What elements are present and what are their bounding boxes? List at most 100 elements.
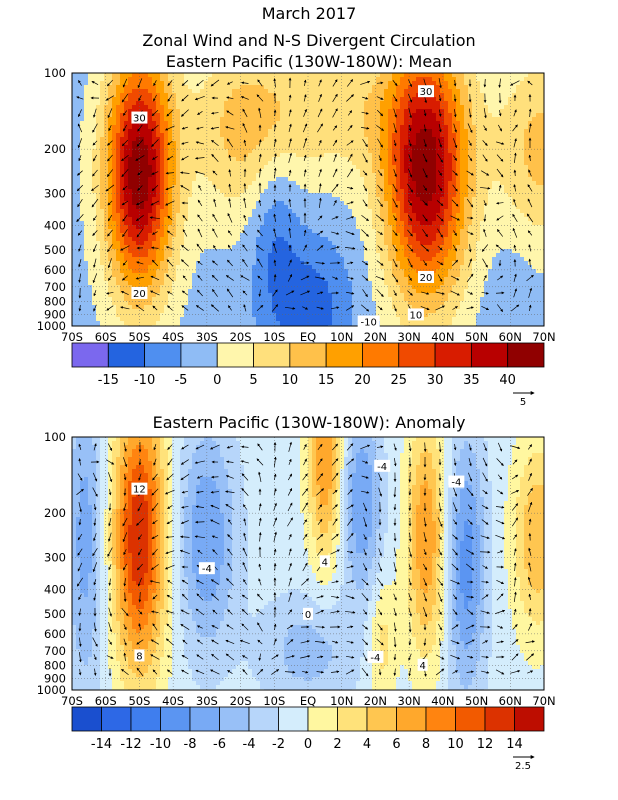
field-cell bbox=[352, 197, 357, 202]
field-cell bbox=[216, 201, 221, 206]
field-cell bbox=[380, 197, 385, 202]
field-cell bbox=[308, 89, 313, 94]
field-cell bbox=[424, 161, 429, 166]
field-cell bbox=[288, 129, 293, 134]
field-cell bbox=[480, 237, 485, 242]
field-cell bbox=[92, 89, 97, 94]
field-cell bbox=[476, 161, 481, 166]
field-cell bbox=[216, 89, 221, 94]
field-cell bbox=[456, 129, 461, 134]
field-cell bbox=[116, 225, 121, 230]
field-cell bbox=[108, 241, 113, 246]
field-cell bbox=[324, 129, 329, 134]
field-cell bbox=[360, 221, 365, 226]
field-cell bbox=[84, 201, 89, 206]
field-cell bbox=[380, 233, 385, 238]
field-cell bbox=[208, 181, 213, 186]
field-cell bbox=[160, 177, 165, 182]
field-cell bbox=[260, 89, 265, 94]
field-cell bbox=[176, 237, 181, 242]
field-cell bbox=[420, 173, 425, 178]
field-cell bbox=[372, 117, 377, 122]
field-cell bbox=[332, 189, 337, 194]
field-cell bbox=[164, 241, 169, 246]
field-cell bbox=[320, 165, 325, 170]
field-cell bbox=[428, 81, 433, 86]
field-cell bbox=[88, 221, 93, 226]
field-cell bbox=[264, 141, 269, 146]
field-cell bbox=[280, 165, 285, 170]
field-cell bbox=[320, 101, 325, 106]
field-cell bbox=[328, 85, 333, 90]
field-cell bbox=[304, 189, 309, 194]
field-cell bbox=[412, 225, 417, 230]
field-cell bbox=[220, 185, 225, 190]
field-cell bbox=[480, 109, 485, 114]
field-cell bbox=[364, 89, 369, 94]
field-cell bbox=[372, 125, 377, 130]
field-cell bbox=[524, 81, 529, 86]
field-cell bbox=[112, 97, 117, 102]
field-cell bbox=[236, 225, 241, 230]
field-cell bbox=[240, 157, 245, 162]
field-cell bbox=[252, 205, 257, 210]
field-cell bbox=[84, 141, 89, 146]
field-cell bbox=[112, 229, 117, 234]
field-cell bbox=[144, 149, 149, 154]
field-cell bbox=[260, 113, 265, 118]
field-cell bbox=[244, 209, 249, 214]
field-cell bbox=[188, 109, 193, 114]
field-cell bbox=[80, 205, 85, 210]
field-cell bbox=[384, 221, 389, 226]
field-cell bbox=[276, 157, 281, 162]
field-cell bbox=[252, 149, 257, 154]
field-cell bbox=[312, 133, 317, 138]
field-cell bbox=[256, 113, 261, 118]
field-cell bbox=[128, 209, 133, 214]
field-cell bbox=[252, 125, 257, 130]
field-cell bbox=[164, 145, 169, 150]
field-cell bbox=[100, 81, 105, 86]
field-cell bbox=[392, 85, 397, 90]
field-cell bbox=[204, 157, 209, 162]
field-cell bbox=[236, 97, 241, 102]
field-cell bbox=[356, 201, 361, 206]
field-cell bbox=[168, 157, 173, 162]
field-cell bbox=[396, 101, 401, 106]
field-cell bbox=[96, 105, 101, 110]
field-cell bbox=[400, 133, 405, 138]
field-cell bbox=[176, 97, 181, 102]
field-cell bbox=[516, 85, 521, 90]
field-cell bbox=[532, 105, 537, 110]
field-cell bbox=[152, 165, 157, 170]
field-cell bbox=[444, 149, 449, 154]
field-cell bbox=[204, 241, 209, 246]
field-cell bbox=[420, 109, 425, 114]
field-cell bbox=[124, 113, 129, 118]
field-cell bbox=[384, 205, 389, 210]
field-cell bbox=[336, 177, 341, 182]
field-cell bbox=[328, 201, 333, 206]
field-cell bbox=[540, 181, 544, 186]
field-cell bbox=[192, 185, 197, 190]
field-cell bbox=[512, 149, 517, 154]
field-cell bbox=[520, 161, 525, 166]
field-cell bbox=[416, 213, 421, 218]
field-cell bbox=[372, 177, 377, 182]
field-cell bbox=[344, 185, 349, 190]
field-cell bbox=[356, 73, 361, 78]
field-cell bbox=[316, 121, 321, 126]
field-cell bbox=[508, 85, 513, 90]
field-cell bbox=[188, 101, 193, 106]
field-cell bbox=[376, 177, 381, 182]
field-cell bbox=[508, 177, 513, 182]
field-cell bbox=[316, 221, 321, 226]
field-cell bbox=[268, 109, 273, 114]
field-cell bbox=[212, 233, 217, 238]
field-cell bbox=[388, 181, 393, 186]
field-cell bbox=[224, 221, 229, 226]
field-cell bbox=[100, 149, 105, 154]
field-cell bbox=[328, 81, 333, 86]
field-cell bbox=[72, 241, 77, 246]
field-cell bbox=[280, 101, 285, 106]
